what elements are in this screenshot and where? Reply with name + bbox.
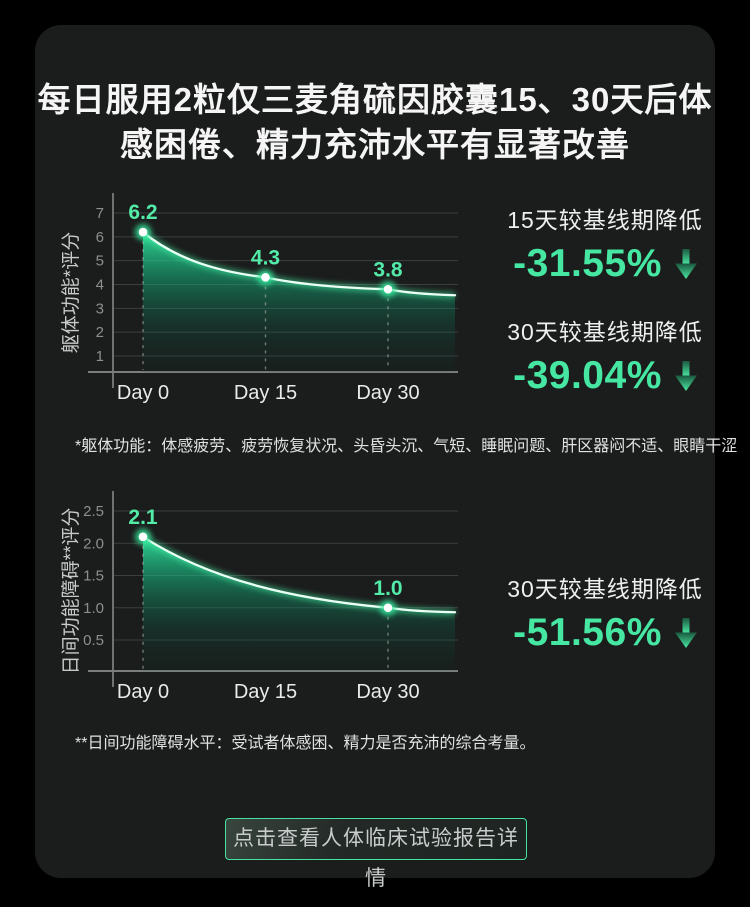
x-category-label: Day 30 (356, 681, 419, 703)
stat-value: -51.56% (513, 611, 662, 654)
stat-value-row: -31.55% (495, 239, 715, 289)
y-axis-title: 躯体功能*评分 (60, 232, 82, 353)
area-fill (143, 232, 455, 372)
data-point-marker (261, 273, 270, 282)
data-point-marker (383, 284, 393, 294)
stat-value-row: -39.04% (495, 351, 715, 401)
stat-block-30day: 30天较基线期降低 -39.04% (495, 317, 715, 401)
stat-block-15day: 15天较基线期降低 -31.55% (495, 205, 715, 289)
y-tick-label: 1.5 (83, 568, 104, 585)
stat-label: 15天较基线期降低 (507, 207, 703, 233)
arrow-down-icon (674, 361, 697, 391)
x-category-label: Day 15 (234, 681, 297, 703)
data-point-marker (383, 603, 393, 613)
data-point-marker (138, 532, 148, 542)
y-tick-label: 3 (96, 300, 104, 317)
arrow-down-icon (674, 249, 697, 279)
footnote-daytime: **日间功能障碍水平：受试者体感困、精力是否充沛的综合考量。 (75, 735, 536, 752)
trend-line (141, 230, 457, 297)
somatic-function-chart: 6.2 4.3 3.8 7 6 5 4 3 2 1 Day 0 Day 15 Day 30 躯体功能*评分 (60, 193, 458, 404)
area-fill (143, 536, 455, 671)
y-tick-label: 2 (96, 324, 104, 341)
y-tick-label: 0.5 (83, 632, 104, 649)
data-point-marker (138, 227, 148, 237)
data-point-label: 2.1 (128, 506, 158, 529)
y-tick-label: 2.5 (83, 503, 104, 520)
daytime-dysfunction-chart: 2.1 1.0 2.5 2.0 1.5 1.0 0.5 Day 0 Day 15 Day 30 日间… (60, 491, 458, 703)
x-category-label: Day 0 (117, 681, 169, 703)
x-category-label: Day 15 (234, 382, 297, 404)
trend-line (141, 535, 457, 614)
y-axis-title: 日间功能障碍**评分 (60, 508, 82, 675)
stat-value-row: -51.56% (495, 608, 715, 658)
view-report-button[interactable]: 点击查看人体临床试验报告详情 (225, 818, 527, 890)
title-line-1: 每日服用2粒仅三麦角硫因胶囊15、30天后体 (37, 81, 713, 118)
y-tick-label: 5 (96, 253, 104, 270)
stat-label: 30天较基线期降低 (507, 319, 703, 345)
y-tick-label: 4 (96, 276, 104, 293)
stat-value: -31.55% (513, 242, 662, 285)
y-tick-label: 6 (96, 229, 104, 246)
x-category-label: Day 0 (117, 382, 169, 404)
y-tick-label: 2.0 (83, 535, 104, 552)
stat-label: 30天较基线期降低 (507, 576, 703, 602)
content-card: 每日服用2粒仅三麦角硫因胶囊15、30天后体 感困倦、精力充沛水平有显著改善 6… (35, 25, 738, 890)
footnote-somatic: *躯体功能：体感疲劳、疲劳恢复状况、头昏头沉、气短、睡眠问题、肝区器闷不适、眼睛… (75, 438, 738, 455)
x-category-label: Day 30 (356, 382, 419, 404)
data-point-label: 3.8 (373, 258, 403, 281)
stat-value: -39.04% (513, 354, 662, 397)
y-tick-label: 1 (96, 348, 104, 365)
arrow-down-icon (674, 618, 697, 648)
page-title: 每日服用2粒仅三麦角硫因胶囊15、30天后体 感困倦、精力充沛水平有显著改善 (35, 77, 715, 167)
y-tick-label: 7 (96, 205, 104, 222)
data-point-label: 1.0 (373, 577, 402, 600)
title-line-2: 感困倦、精力充沛水平有显著改善 (120, 126, 630, 163)
data-point-label: 4.3 (251, 246, 280, 269)
data-point-label: 6.2 (128, 201, 157, 224)
y-tick-label: 1.0 (83, 600, 104, 617)
stat-block-30day-2: 30天较基线期降低 -51.56% (495, 574, 715, 658)
